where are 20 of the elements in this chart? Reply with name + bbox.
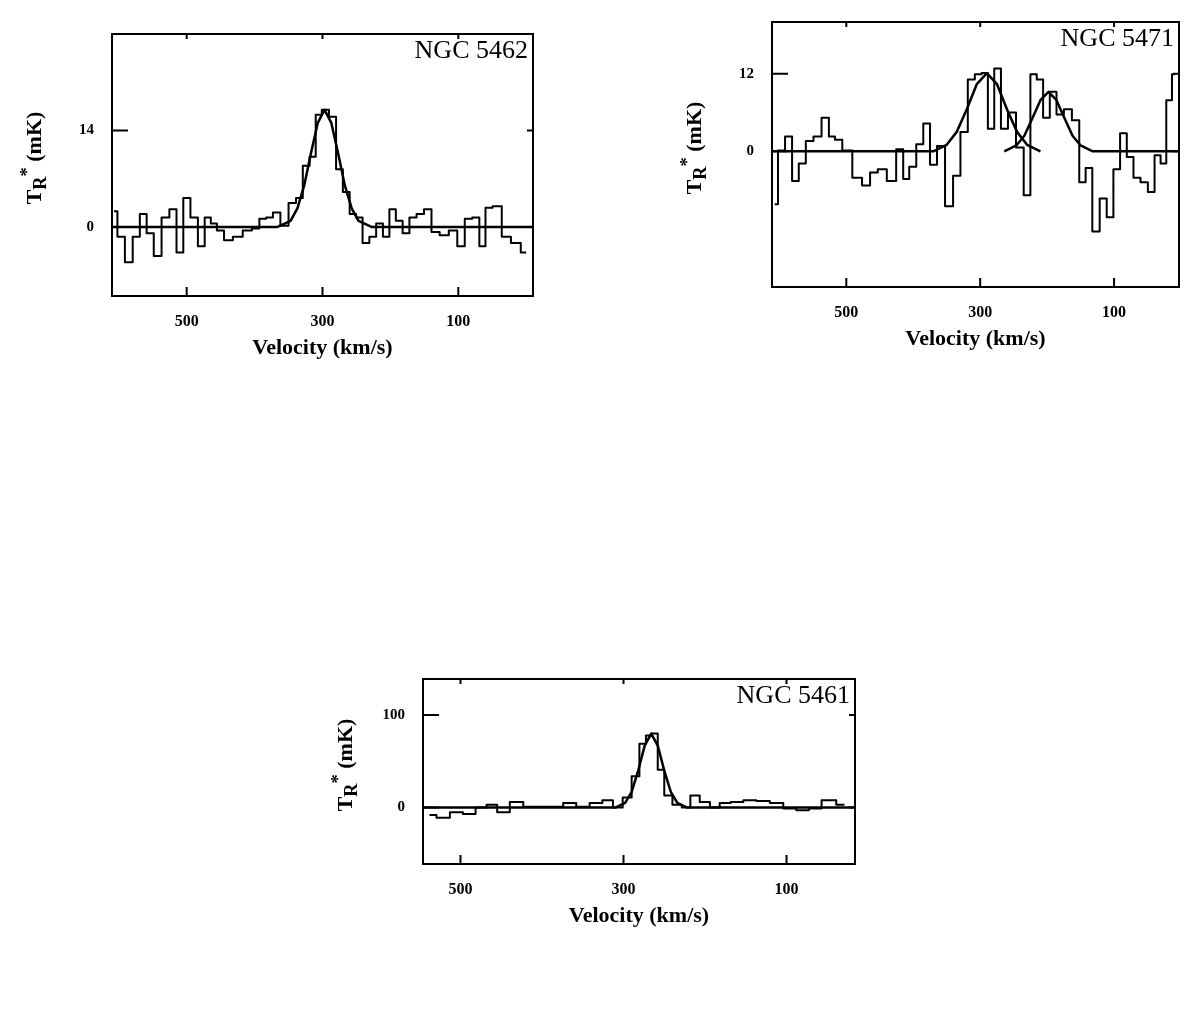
y-tick-label: 0 bbox=[746, 142, 754, 159]
x-tick-label: 500 bbox=[174, 311, 199, 329]
x-axis-title: Velocity (km/s) bbox=[568, 902, 710, 928]
x-axis-title: Velocity (km/s) bbox=[252, 334, 393, 360]
x-tick-label: 500 bbox=[834, 302, 859, 320]
x-tick-label: 300 bbox=[611, 879, 636, 897]
y-tick-label: 0 bbox=[86, 217, 94, 234]
chart-title: NGC 5461 bbox=[736, 679, 850, 709]
y-tick-label: 0 bbox=[397, 798, 405, 815]
x-tick-label: 300 bbox=[310, 311, 335, 329]
x-tick-label: 100 bbox=[1102, 302, 1127, 320]
y-tick-label: 14 bbox=[79, 121, 95, 138]
x-tick-label: 100 bbox=[774, 879, 799, 897]
x-tick-label: 100 bbox=[446, 311, 471, 329]
chart-title: NGC 5471 bbox=[1060, 22, 1174, 52]
x-tick-label: 500 bbox=[448, 879, 473, 897]
y-tick-label: 12 bbox=[739, 64, 754, 81]
x-axis-title: Velocity (km/s) bbox=[905, 325, 1046, 351]
chart-title: NGC 5462 bbox=[414, 34, 528, 64]
x-tick-label: 300 bbox=[968, 302, 993, 320]
